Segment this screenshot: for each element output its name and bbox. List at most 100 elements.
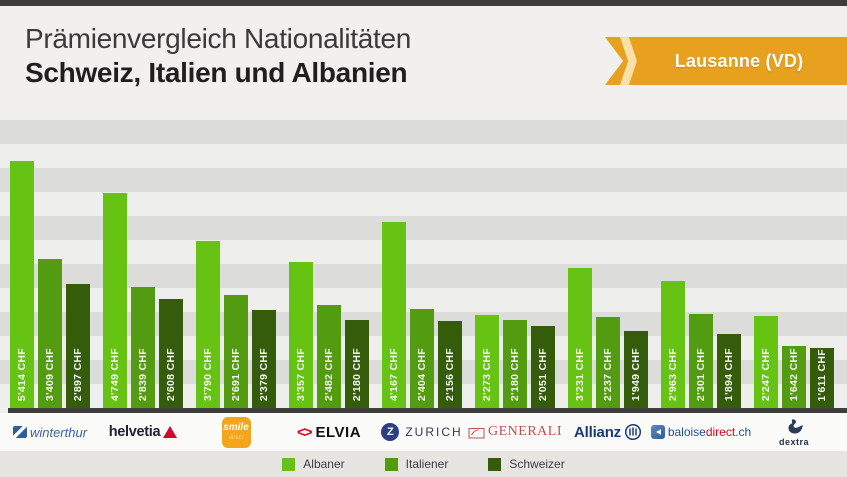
bar-smile-direct-schweizer: 2'379 CHF bbox=[252, 310, 276, 408]
bar-group-smile-direct: 3'790 CHF 2'691 CHF 2'379 CHF bbox=[196, 241, 276, 408]
bar-value-label: 5'414 CHF bbox=[16, 347, 28, 401]
bar-value-label: 2'051 CHF bbox=[537, 347, 549, 401]
chart-area: 5'414 CHF 3'409 CHF 2'897 CHF 4'749 CHF 2'83… bbox=[0, 120, 847, 408]
bar-helvetia-italiener: 2'839 CHF bbox=[131, 287, 155, 408]
zurich-z-icon: Z bbox=[381, 423, 400, 441]
bar-group-elvia: 3'357 CHF 2'482 CHF 2'180 CHF bbox=[289, 262, 369, 408]
legend: Albaner Italiener Schweizer bbox=[0, 451, 847, 477]
dextra-wordmark: dextra bbox=[778, 437, 809, 447]
helvetia-wordmark: helvetia bbox=[108, 424, 161, 440]
helvetia-triangle-icon bbox=[163, 426, 178, 438]
bar-generali-italiener: 2'180 CHF bbox=[503, 320, 527, 408]
legend-label: Italiener bbox=[405, 457, 449, 471]
page-title: Prämienvergleich Nationalitäten Schweiz,… bbox=[25, 22, 411, 90]
baloise-ch-wordmark: .ch bbox=[735, 425, 752, 439]
bar-generali-albaner: 2'273 CHF bbox=[475, 315, 499, 408]
bar-allianz-albaner: 3'231 CHF bbox=[568, 268, 592, 408]
bar-value-label: 2'273 CHF bbox=[481, 347, 493, 401]
title-line2: Schweiz, Italien und Albanien bbox=[25, 57, 408, 89]
logo-generali: GENERALI bbox=[468, 424, 562, 440]
bar-baloise-direct-schweizer: 1'894 CHF bbox=[717, 334, 741, 408]
bar-zurich-albaner: 4'167 CHF bbox=[382, 222, 406, 408]
elvia-chevrons-icon: <> bbox=[296, 423, 312, 441]
bar-group-allianz: 3'231 CHF 2'237 CHF 1'949 CHF bbox=[568, 268, 648, 408]
legend-swatch-albaner bbox=[282, 457, 296, 471]
logo-smile-direct: smile direct bbox=[196, 416, 276, 448]
logo-helvetia: helvetia bbox=[103, 424, 183, 440]
bar-value-label: 1'611 CHF bbox=[816, 348, 828, 401]
bar-group-dextra: 2'247 CHF 1'642 CHF 1'611 CHF bbox=[754, 316, 834, 408]
bar-value-label: 4'749 CHF bbox=[109, 347, 121, 401]
legend-item-schweizer: Schweizer bbox=[488, 457, 565, 471]
bar-elvia-schweizer: 2'180 CHF bbox=[345, 320, 369, 408]
allianz-wordmark: Allianz bbox=[574, 423, 621, 441]
bar-helvetia-albaner: 4'749 CHF bbox=[103, 193, 127, 408]
bar-group-winterthur: 5'414 CHF 3'409 CHF 2'897 CHF bbox=[10, 161, 90, 408]
bar-group-generali: 2'273 CHF 2'180 CHF 2'051 CHF bbox=[475, 315, 555, 408]
bar-dextra-schweizer: 1'611 CHF bbox=[810, 348, 834, 408]
ribbon-chevron-icon bbox=[620, 37, 637, 85]
bar-value-label: 2'156 CHF bbox=[444, 347, 456, 401]
bar-value-label: 3'231 CHF bbox=[574, 347, 586, 401]
bar-dextra-italiener: 1'642 CHF bbox=[782, 346, 806, 408]
bar-zurich-schweizer: 2'156 CHF bbox=[438, 321, 462, 408]
baloise-arrow bbox=[655, 429, 661, 435]
location-ribbon: Lausanne (VD) bbox=[605, 37, 847, 85]
bar-value-label: 2'247 CHF bbox=[760, 347, 772, 401]
bar-baloise-direct-albaner: 2'963 CHF bbox=[661, 281, 685, 408]
logo-winterthur: winterthur bbox=[10, 425, 90, 440]
bar-winterthur-albaner: 5'414 CHF bbox=[10, 161, 34, 408]
winterthur-icon bbox=[12, 426, 27, 438]
top-accent-bar bbox=[0, 0, 847, 6]
bar-winterthur-italiener: 3'409 CHF bbox=[38, 259, 62, 408]
location-label: Lausanne (VD) bbox=[674, 50, 804, 71]
legend-item-albaner: Albaner bbox=[282, 457, 345, 471]
bar-elvia-italiener: 2'482 CHF bbox=[317, 305, 341, 408]
logo-allianz: Allianz bbox=[568, 423, 648, 441]
bar-baloise-direct-italiener: 2'301 CHF bbox=[689, 314, 713, 408]
chart-baseline bbox=[8, 408, 847, 413]
bar-allianz-italiener: 2'237 CHF bbox=[596, 317, 620, 408]
smile-direct-logo: smile direct bbox=[221, 416, 251, 448]
insurer-logo-row: winterthur helvetia smile direct <> ELVIA Z ZUR… bbox=[0, 413, 847, 451]
bar-value-label: 2'180 CHF bbox=[509, 347, 521, 401]
legend-swatch-schweizer bbox=[488, 457, 502, 471]
baloise-wordmark: baloise bbox=[667, 425, 706, 439]
bar-value-label: 2'482 CHF bbox=[323, 347, 335, 401]
bar-value-label: 2'897 CHF bbox=[72, 347, 84, 401]
logo-zurich: Z ZURICH bbox=[381, 423, 462, 441]
bar-value-label: 3'357 CHF bbox=[295, 347, 307, 401]
bar-value-label: 1'642 CHF bbox=[788, 347, 800, 401]
bar-value-label: 1'949 CHF bbox=[630, 347, 642, 401]
bar-group-helvetia: 4'749 CHF 2'839 CHF 2'608 CHF bbox=[103, 193, 183, 408]
winterthur-wordmark: winterthur bbox=[29, 424, 88, 440]
bar-value-label: 2'301 CHF bbox=[695, 347, 707, 401]
smile-wordmark: smile bbox=[223, 422, 249, 433]
bar-value-label: 2'237 CHF bbox=[602, 347, 614, 401]
legend-label: Albaner bbox=[303, 457, 345, 471]
bar-smile-direct-italiener: 2'691 CHF bbox=[224, 295, 248, 408]
bar-generali-schweizer: 2'051 CHF bbox=[531, 326, 555, 408]
bar-value-label: 1'894 CHF bbox=[723, 347, 735, 401]
bar-zurich-italiener: 2'404 CHF bbox=[410, 309, 434, 408]
baloise-direct-wordmark: direct bbox=[705, 425, 736, 439]
bar-value-label: 2'180 CHF bbox=[351, 347, 363, 401]
generali-wordmark: GENERALI bbox=[488, 424, 562, 439]
elvia-wordmark: ELVIA bbox=[315, 423, 362, 441]
baloisedirect-icon bbox=[650, 425, 665, 439]
bar-dextra-albaner: 2'247 CHF bbox=[754, 316, 778, 408]
bar-winterthur-schweizer: 2'897 CHF bbox=[66, 284, 90, 408]
bar-value-label: 2'404 CHF bbox=[416, 347, 428, 401]
smile-direct-sub: direct bbox=[228, 435, 244, 441]
legend-item-italiener: Italiener bbox=[384, 457, 449, 471]
bar-value-label: 2'608 CHF bbox=[165, 347, 177, 401]
dextra-swan-icon bbox=[788, 419, 803, 434]
bar-allianz-schweizer: 1'949 CHF bbox=[624, 331, 648, 408]
bar-value-label: 2'691 CHF bbox=[230, 347, 242, 401]
bar-value-label: 2'839 CHF bbox=[137, 347, 149, 401]
bar-value-label: 2'963 CHF bbox=[667, 347, 679, 401]
bar-elvia-albaner: 3'357 CHF bbox=[289, 262, 313, 408]
header: Prämienvergleich Nationalitäten Schweiz,… bbox=[0, 6, 847, 120]
bar-helvetia-schweizer: 2'608 CHF bbox=[159, 299, 183, 408]
allianz-eagle-icon bbox=[624, 423, 642, 441]
